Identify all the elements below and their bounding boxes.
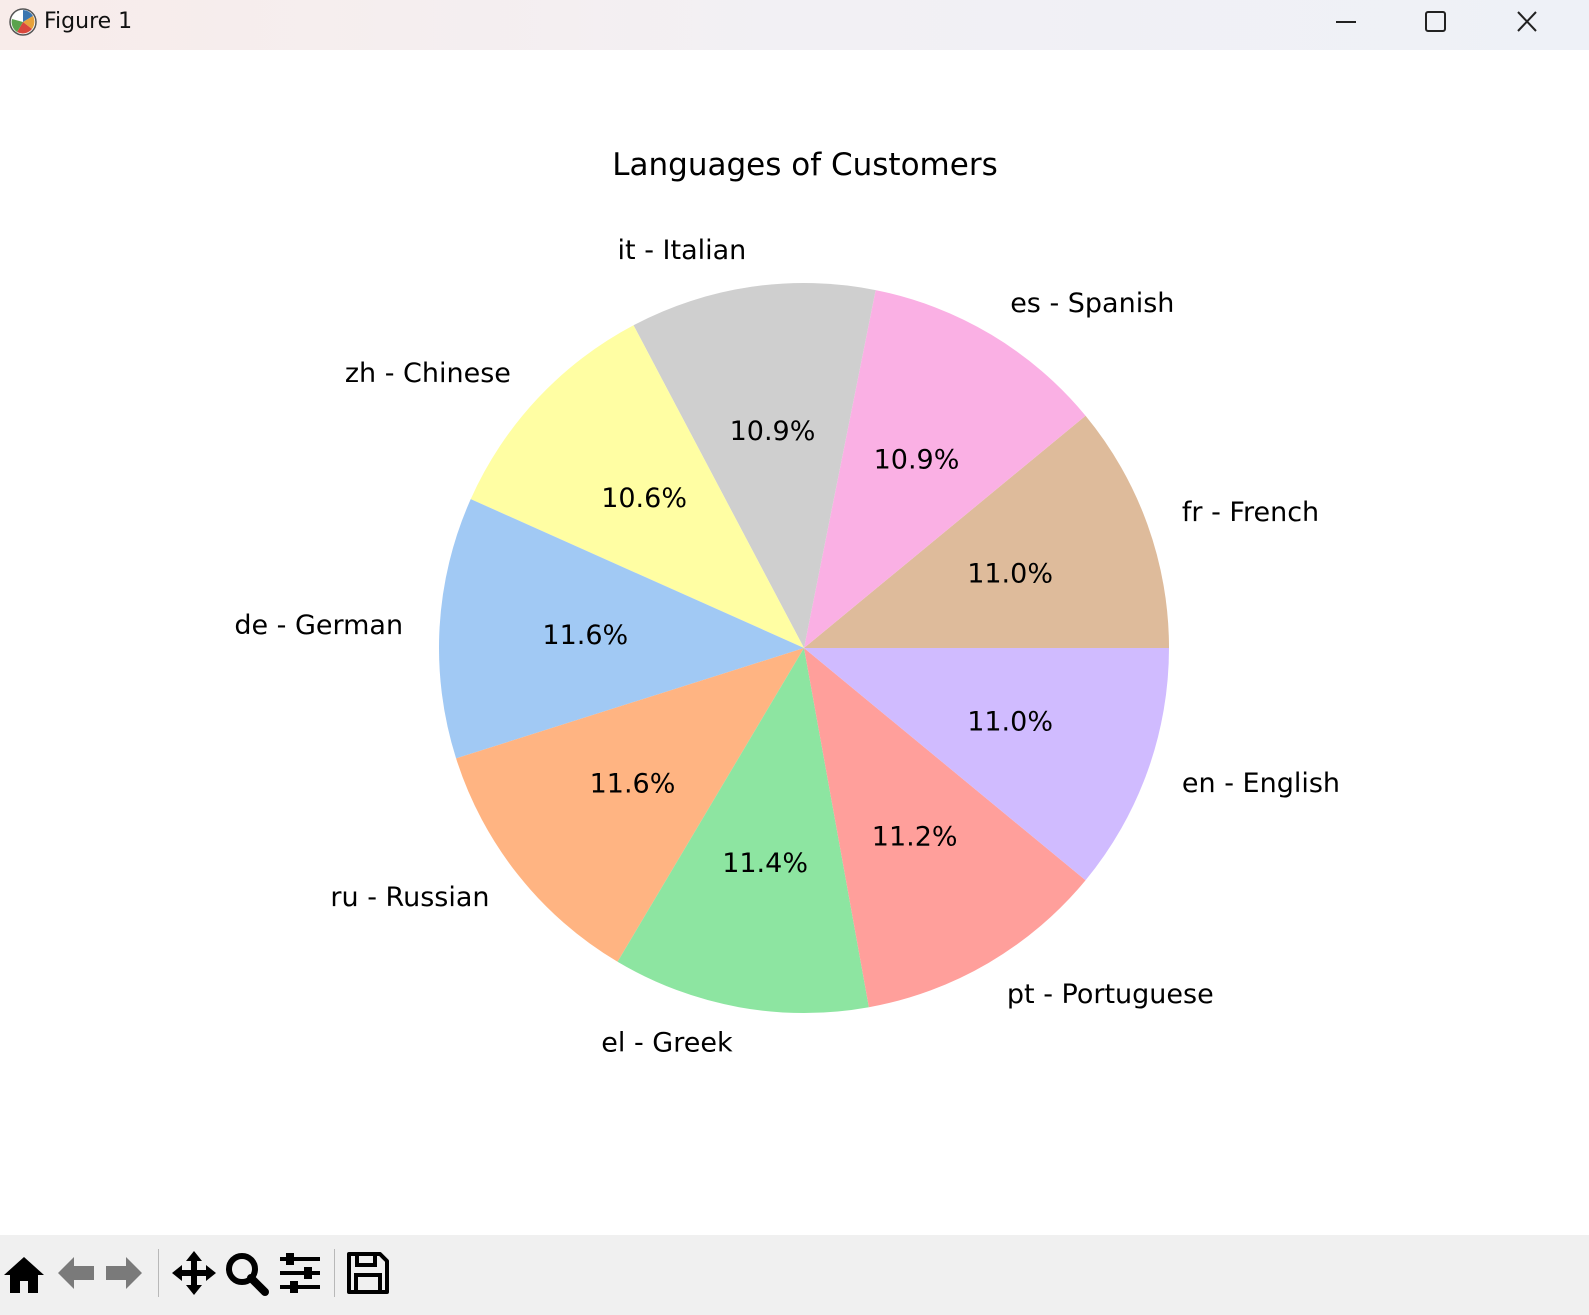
slice-category-label: de - German <box>234 610 403 641</box>
zoom-button[interactable] <box>222 1249 270 1297</box>
slice-percent-label: 10.6% <box>601 483 687 514</box>
home-icon <box>4 1257 44 1293</box>
pan-button[interactable] <box>170 1249 218 1297</box>
pie-slice <box>617 648 869 1014</box>
save-button[interactable] <box>344 1249 392 1297</box>
slice-percent-label: 10.9% <box>874 445 960 476</box>
configure-subplots-button[interactable] <box>276 1249 324 1297</box>
pie-slice <box>456 648 804 962</box>
move-icon <box>172 1251 216 1295</box>
toolbar-separator <box>158 1249 159 1297</box>
slice-percent-label: 11.4% <box>722 848 808 879</box>
slice-category-label: el - Greek <box>601 1028 733 1059</box>
pie-labels: 11.0% fr - French 10.9% es - Spanish 10.9% it… <box>234 235 1340 1058</box>
pie-slice <box>633 283 876 648</box>
floppy-disk-icon <box>347 1252 389 1294</box>
slice-category-label: pt - Portuguese <box>1007 979 1214 1010</box>
forward-button[interactable] <box>100 1249 148 1297</box>
slice-category-label: it - Italian <box>618 235 747 266</box>
slice-percent-label: 11.0% <box>967 707 1053 738</box>
navigation-toolbar <box>0 1235 1589 1315</box>
window-title-bar: Figure 1 <box>0 0 1589 50</box>
arrow-left-icon <box>58 1257 94 1289</box>
pie-slice <box>470 325 804 648</box>
matplotlib-logo-icon <box>8 7 38 37</box>
pie-chart: Languages of Customers 11.0%fr - French1… <box>234 147 1340 1059</box>
arrow-right-icon <box>106 1257 142 1289</box>
pie-slices <box>438 283 1169 1014</box>
back-button[interactable] <box>52 1249 100 1297</box>
slice-category-label: en - English <box>1182 768 1340 799</box>
maximize-icon <box>1425 11 1446 32</box>
minimize-button[interactable] <box>1320 0 1410 46</box>
sliders-icon <box>280 1253 320 1293</box>
close-button[interactable] <box>1499 0 1589 46</box>
slice-percent-label: 11.2% <box>872 822 958 853</box>
slice-percent-label: 11.6% <box>542 620 628 651</box>
slice-category-label: ru - Russian <box>330 882 489 913</box>
magnifier-icon <box>226 1253 269 1296</box>
slice-category-label: es - Spanish <box>1010 288 1174 319</box>
close-icon <box>1517 11 1537 32</box>
chart-title: Languages of Customers <box>612 147 997 183</box>
slice-category-label: zh - Chinese <box>345 358 511 389</box>
figure-canvas[interactable]: Languages of Customers 11.0% fr - French 1… <box>0 50 1589 1235</box>
slice-percent-label: 10.9% <box>730 416 816 447</box>
slice-percent-label: 11.0% <box>967 559 1053 590</box>
maximize-button[interactable] <box>1410 0 1500 46</box>
home-button[interactable] <box>0 1249 48 1297</box>
pie-slice <box>804 648 1086 1008</box>
pie-slice <box>804 648 1169 881</box>
pie-slice <box>438 499 804 759</box>
slice-percent-label: 11.6% <box>590 769 676 800</box>
window-title: Figure 1 <box>44 9 133 34</box>
slice-category-label: fr - French <box>1182 497 1319 528</box>
pie-slice <box>804 415 1169 648</box>
toolbar-separator <box>334 1249 335 1297</box>
minimize-icon <box>1336 21 1356 23</box>
pie-slice <box>804 290 1086 648</box>
